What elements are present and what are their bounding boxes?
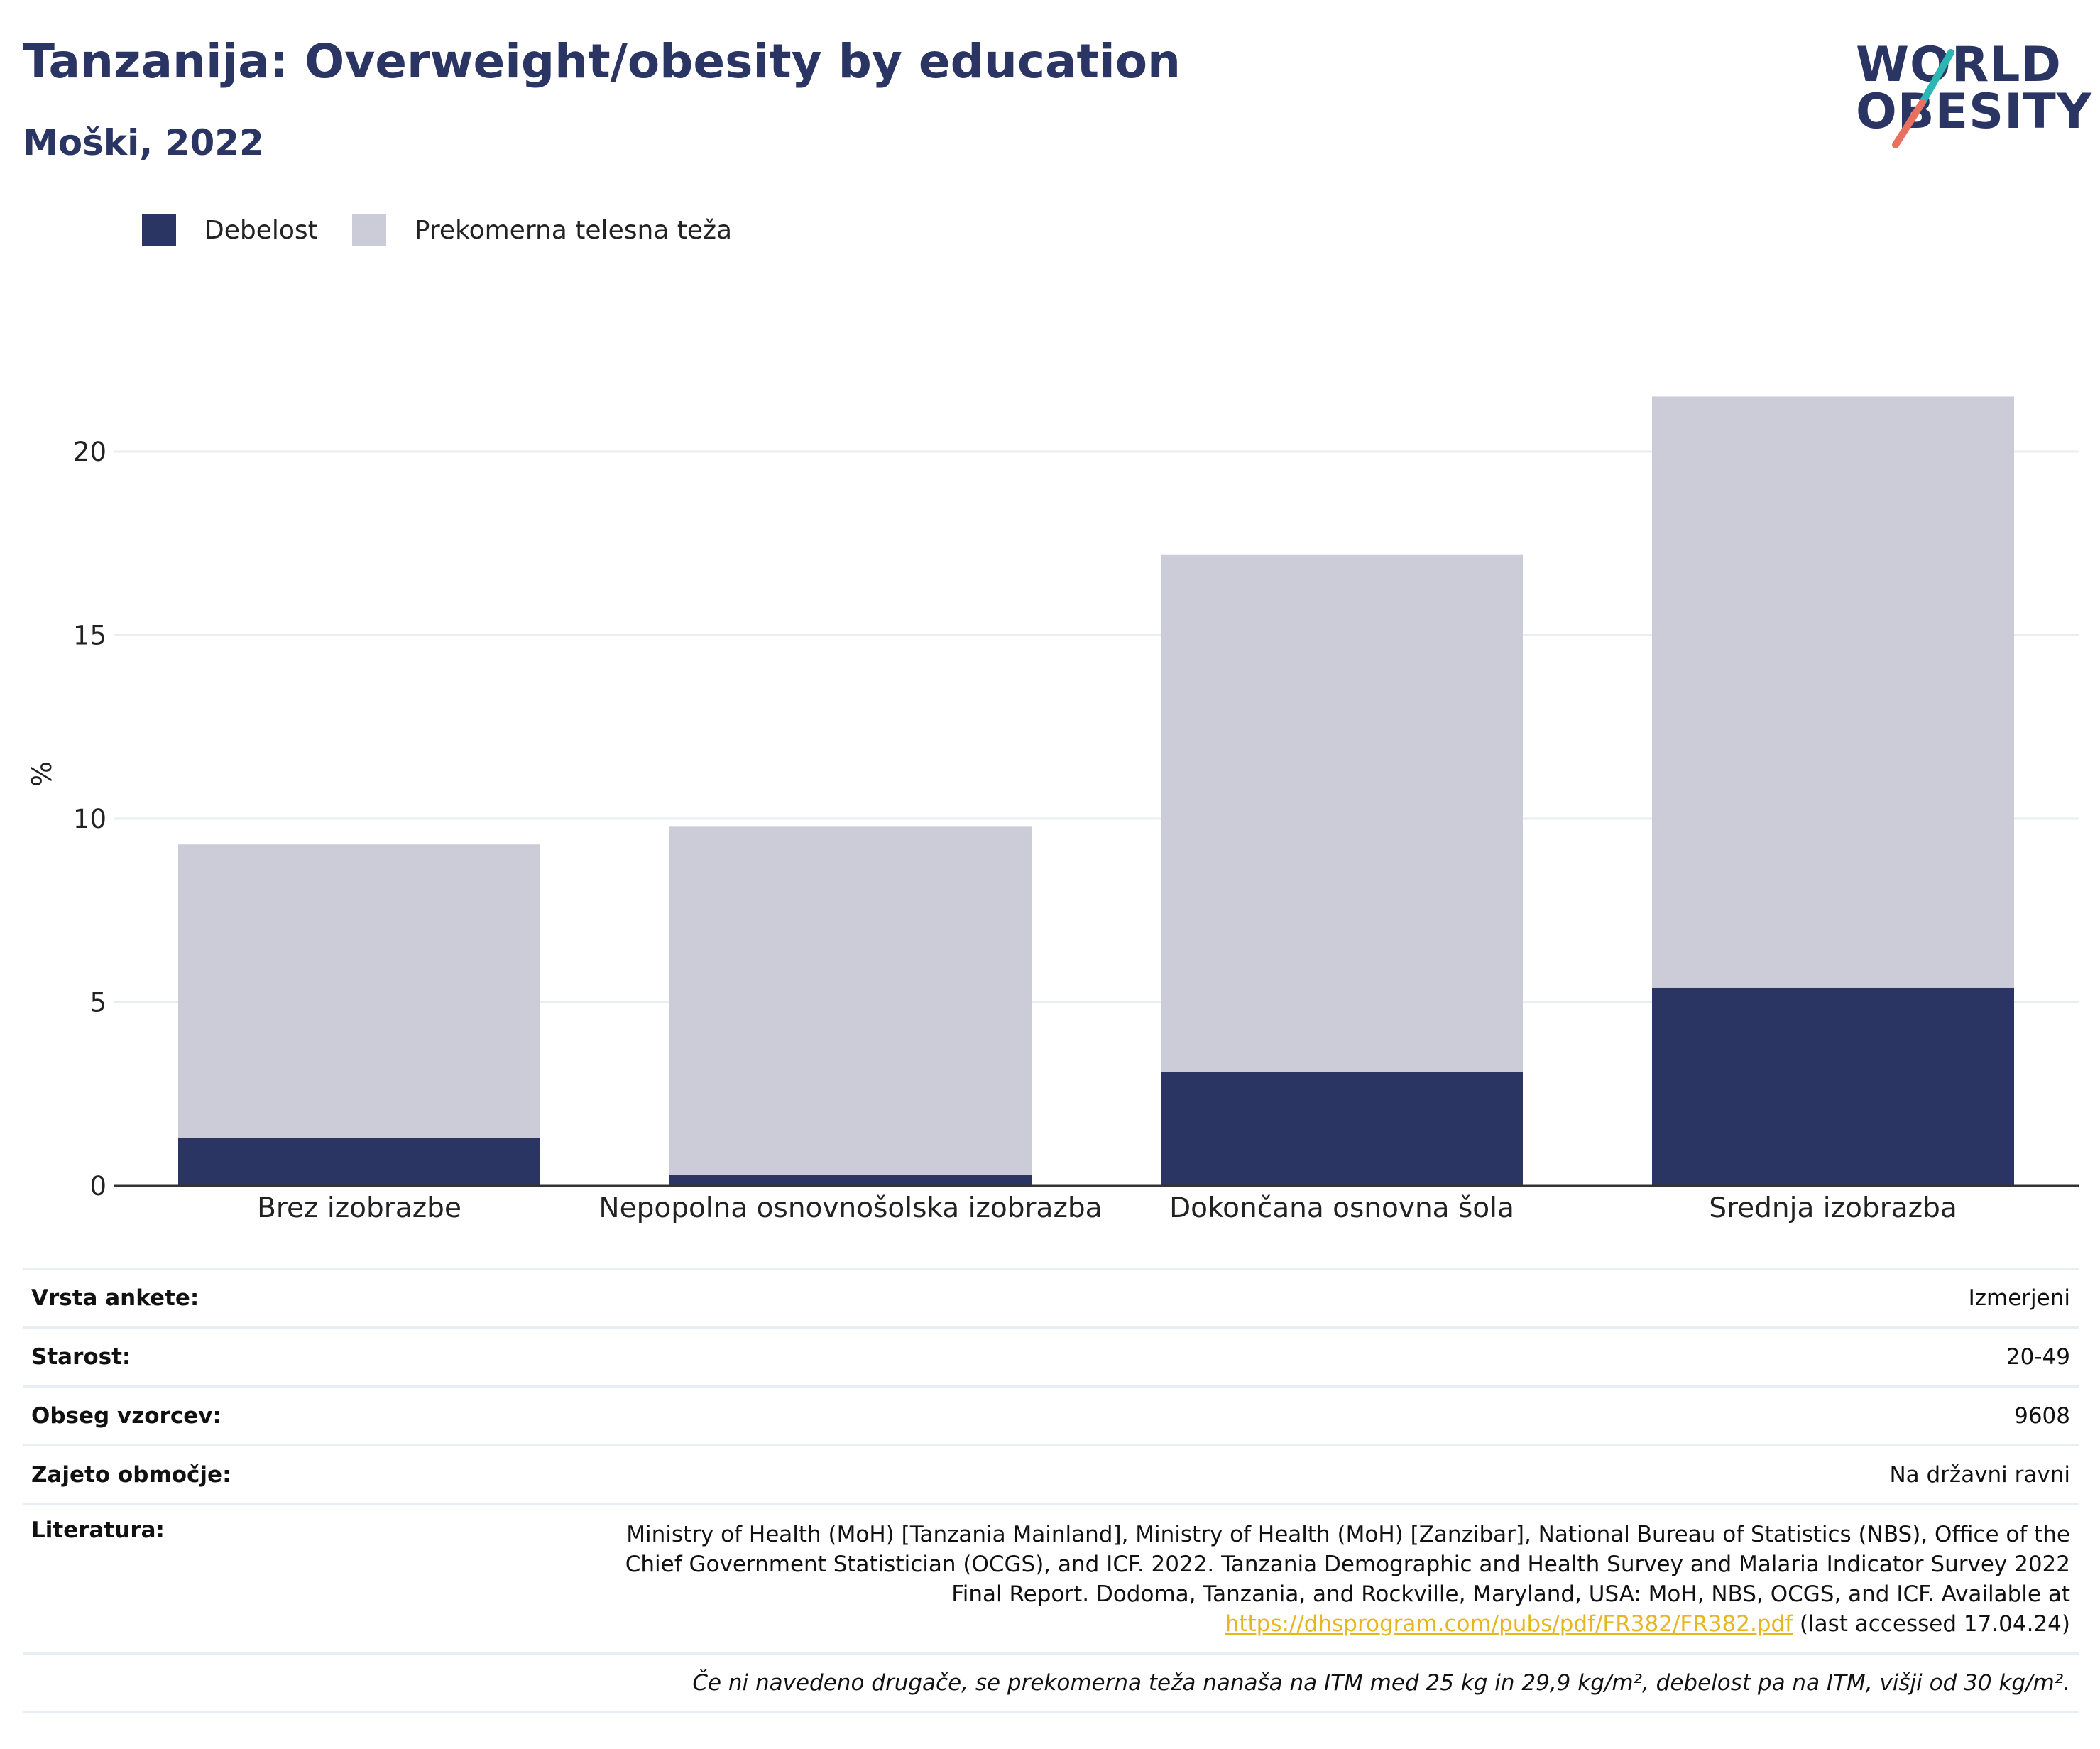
info-value: Izmerjeni (392, 1268, 2079, 1328)
info-label: Literatura: (23, 1503, 392, 1654)
info-row-survey-type: Vrsta ankete: Izmerjeni (23, 1268, 2079, 1328)
literature-text: Ministry of Health (MoH) [Tanzania Mainl… (392, 1503, 2079, 1654)
literature-access-date: (last accessed 17.04.24) (1793, 1611, 2070, 1637)
info-row-note: Če ni navedeno drugače, se prekomerna te… (23, 1652, 2079, 1713)
info-row-sample-size: Obseg vzorcev: 9608 (23, 1385, 2079, 1446)
chart-legend: Debelost Prekomerna telesna teža (142, 213, 766, 247)
legend-item-prekomerna: Prekomerna telesna teža (351, 214, 733, 246)
bar-debelost (1161, 1072, 1523, 1186)
survey-info-table: Vrsta ankete: Izmerjeni Starost: 20-49 O… (23, 1268, 2079, 1713)
literature-link[interactable]: https://dhsprogram.com/pubs/pdf/FR382/FR… (1225, 1611, 1793, 1637)
chart-subtitle: Moški, 2022 (23, 122, 264, 163)
legend-item-debelost: Debelost (142, 214, 318, 246)
x-tick-label: Srednja izobrazba (1709, 1192, 1957, 1224)
y-tick-label: 0 (89, 1171, 106, 1202)
x-tick-label: Dokončana osnovna šola (1169, 1192, 1514, 1224)
info-label: Zajeto območje: (23, 1444, 392, 1505)
bar-debelost (178, 1138, 540, 1186)
info-label: Vrsta ankete: (23, 1268, 392, 1328)
y-tick-label: 5 (89, 988, 106, 1018)
info-label: Obseg vzorcev: (23, 1385, 392, 1446)
x-tick-label: Nepopolna osnovnošolska izobrazba (598, 1192, 1102, 1224)
y-axis-title: % (26, 761, 58, 787)
chart-title: Tanzanija: Overweight/obesity by educati… (23, 34, 1181, 89)
bmi-definition-note: Če ni navedeno drugače, se prekomerna te… (23, 1652, 2079, 1713)
legend-label-debelost: Debelost (204, 215, 318, 245)
bar-debelost (669, 1175, 1032, 1186)
bar-debelost (1652, 987, 2014, 1186)
y-tick-label: 15 (73, 621, 106, 651)
legend-label-prekomerna: Prekomerna telesna teža (414, 215, 733, 245)
literature-line: Ministry of Health (MoH) [Tanzania Mainl… (626, 1521, 2070, 1547)
logo-slash-icon (1892, 49, 1954, 148)
literature-line: Final Report. Dodoma, Tanzania, and Rock… (951, 1581, 2070, 1607)
stacked-bar-chart: 0 5 10 15 20% Brez izobrazbe Nepopolna osnovno… (26, 396, 2079, 1224)
logo-text-line1: WORLD (1856, 37, 2062, 93)
y-tick-label: 10 (73, 804, 106, 834)
info-row-area-covered: Zajeto območje: Na državni ravni (23, 1444, 2079, 1505)
legend-swatch-debelost (142, 214, 176, 246)
x-tick-label: Brez izobrazbe (257, 1192, 461, 1224)
info-value: 9608 (392, 1385, 2079, 1446)
bar-prekomerna (1652, 396, 2014, 988)
bar-prekomerna (1161, 554, 1523, 1072)
info-row-age: Starost: 20-49 (23, 1326, 2079, 1387)
bar-prekomerna (669, 826, 1032, 1175)
logo-text-line2: OBESITY (1856, 84, 2092, 140)
info-label: Starost: (23, 1326, 392, 1387)
bar-prekomerna (178, 844, 540, 1138)
literature-line: Chief Government Statistician (OCGS), an… (625, 1551, 2070, 1577)
y-tick-label: 20 (73, 437, 106, 467)
legend-swatch-prekomerna (351, 214, 386, 246)
info-row-literature: Literatura: Ministry of Health (MoH) [Ta… (23, 1503, 2079, 1654)
info-value: Na državni ravni (392, 1444, 2079, 1505)
info-value: 20-49 (392, 1326, 2079, 1387)
world-obesity-logo: WORLD OBESITY (1846, 34, 2091, 155)
